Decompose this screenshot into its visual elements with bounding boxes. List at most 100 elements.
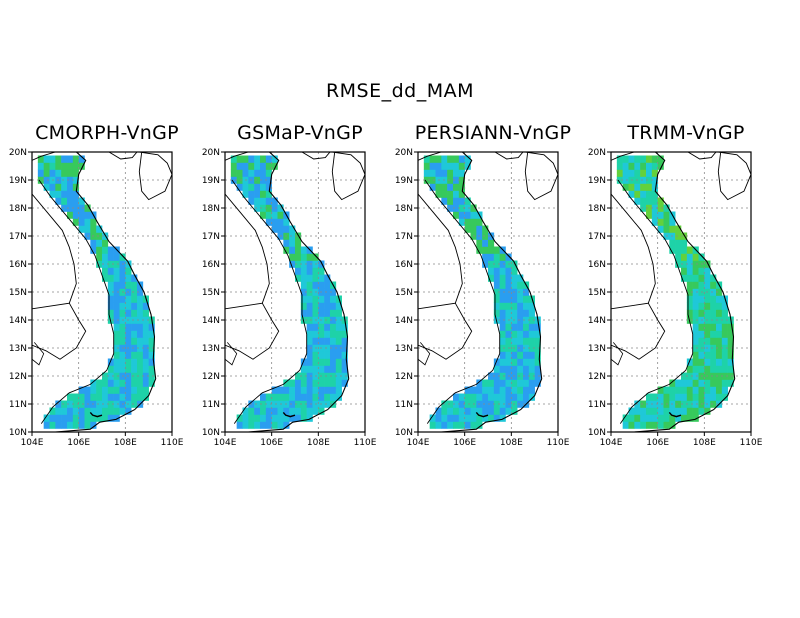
rmse-cell (505, 281, 512, 289)
rmse-cell (441, 197, 448, 205)
rmse-cell (277, 211, 284, 219)
rmse-cell (248, 414, 255, 422)
rmse-cell (113, 302, 120, 310)
lat-tick-label: 13N (588, 344, 606, 354)
rmse-cell (505, 337, 512, 345)
rmse-cell (300, 253, 307, 261)
rmse-cell (107, 316, 114, 324)
rmse-cell (423, 155, 430, 163)
rmse-cell (458, 421, 465, 429)
rmse-cell (84, 211, 91, 219)
rmse-cell (517, 358, 524, 366)
national-border (32, 152, 56, 161)
rmse-cell (295, 274, 302, 282)
delta-coastline (475, 411, 489, 418)
rmse-cell (505, 393, 512, 401)
rmse-cell (482, 253, 489, 261)
rmse-cell (458, 183, 465, 191)
rmse-cell (318, 295, 325, 303)
rmse-cell (499, 267, 506, 275)
rmse-cell (721, 358, 728, 366)
rmse-cell (300, 365, 307, 373)
rmse-cell (265, 176, 272, 184)
rmse-cell (324, 379, 331, 387)
rmse-cell (517, 393, 524, 401)
rmse-cell (78, 393, 85, 401)
rmse-cell (663, 421, 670, 429)
rmse-cell (131, 274, 138, 282)
rmse-cell (657, 204, 664, 212)
rmse-cell (622, 155, 629, 163)
rmse-cell (663, 211, 670, 219)
rmse-cell (675, 246, 682, 254)
rmse-cell (675, 260, 682, 268)
rmse-cell (698, 337, 705, 345)
rmse-cell (716, 386, 723, 394)
rmse-cell (78, 197, 85, 205)
rmse-cell (142, 330, 149, 338)
rmse-cell (523, 288, 530, 296)
rmse-cell (107, 295, 114, 303)
rmse-cell (335, 316, 342, 324)
rmse-cell (260, 211, 267, 219)
rmse-cell (137, 316, 144, 324)
rmse-cell (698, 309, 705, 317)
rmse-cell (306, 274, 313, 282)
rmse-cell (675, 407, 682, 415)
rmse-cell (476, 393, 483, 401)
rmse-cell (318, 407, 325, 415)
rmse-cell (704, 379, 711, 387)
graticule (32, 152, 172, 432)
rmse-cell (137, 358, 144, 366)
rmse-cell (651, 414, 658, 422)
rmse-cell (646, 190, 653, 198)
rmse-cell (72, 155, 79, 163)
rmse-cell (692, 407, 699, 415)
rmse-cell (335, 302, 342, 310)
rmse-cell (96, 414, 103, 422)
rmse-cell (49, 162, 56, 170)
rmse-cell (622, 162, 629, 170)
rmse-cell (283, 386, 290, 394)
rmse-cell (84, 393, 91, 401)
rmse-cell (646, 400, 653, 408)
rmse-cell (137, 323, 144, 331)
rmse-cell (295, 407, 302, 415)
rmse-cell (628, 169, 635, 177)
rmse-cell (107, 302, 114, 310)
rmse-cell (260, 169, 267, 177)
rmse-cell (493, 302, 500, 310)
rmse-cell (330, 302, 337, 310)
rmse-cell (464, 421, 471, 429)
rmse-cell (669, 414, 676, 422)
rmse-cell (488, 260, 495, 268)
rmse-cell (692, 358, 699, 366)
rmse-cell (721, 337, 728, 345)
rmse-cell (78, 407, 85, 415)
rmse-cell (90, 414, 97, 422)
national-border (32, 302, 87, 360)
rmse-cell (622, 176, 629, 184)
rmse-cell (119, 330, 126, 338)
rmse-cell (505, 365, 512, 373)
rmse-cell (634, 407, 641, 415)
rmse-cell (458, 400, 465, 408)
lake-outline (418, 342, 431, 366)
rmse-cell (260, 421, 267, 429)
rmse-cell (107, 414, 114, 422)
map-panel-trmm: TRMM-VnGP 20N 19N 18N 17N 16N 15N 14N 13N 12N 11N… (588, 118, 781, 448)
rmse-cell (300, 274, 307, 282)
coastline (55, 152, 157, 432)
rmse-cell (67, 176, 74, 184)
rmse-cell (271, 197, 278, 205)
rmse-cell (61, 183, 68, 191)
rmse-cell (102, 267, 109, 275)
rmse-cell (710, 281, 717, 289)
rmse-cell (698, 358, 705, 366)
national-border (611, 152, 635, 161)
rmse-cell (482, 386, 489, 394)
rmse-cell (84, 407, 91, 415)
rmse-cell (335, 372, 342, 380)
rmse-cell (113, 351, 120, 359)
